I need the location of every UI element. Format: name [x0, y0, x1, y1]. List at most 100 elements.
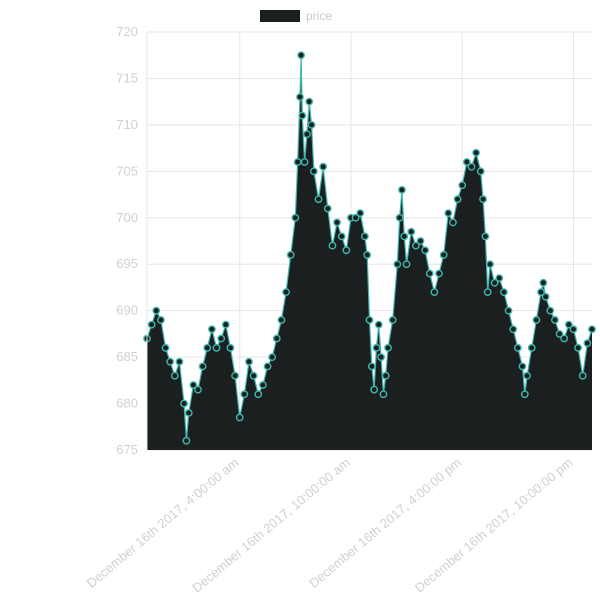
data-point-56[interactable] — [367, 362, 376, 371]
data-point-89[interactable] — [486, 260, 494, 269]
data-point-73[interactable] — [421, 246, 430, 255]
data-point-96[interactable] — [518, 362, 527, 371]
data-point-26[interactable] — [258, 381, 267, 389]
data-point-9[interactable] — [182, 436, 191, 445]
data-point-19[interactable] — [226, 343, 235, 352]
data-point-87[interactable] — [481, 232, 490, 241]
data-point-25[interactable] — [254, 390, 263, 399]
data-point-30[interactable] — [277, 316, 286, 324]
data-point-29[interactable] — [272, 334, 281, 343]
data-point-48[interactable] — [337, 232, 346, 241]
data-point-33[interactable] — [291, 213, 300, 222]
data-point-32[interactable] — [286, 251, 295, 259]
data-point-102[interactable] — [539, 278, 548, 287]
data-point-84[interactable] — [472, 148, 481, 157]
data-point-7[interactable] — [175, 357, 184, 366]
data-point-80[interactable] — [453, 195, 462, 204]
data-point-108[interactable] — [564, 320, 573, 329]
data-point-101[interactable] — [537, 288, 545, 296]
data-point-5[interactable] — [166, 357, 175, 366]
data-point-61[interactable] — [379, 390, 388, 399]
data-point-38[interactable] — [300, 158, 309, 166]
data-point-36[interactable] — [297, 51, 306, 60]
data-point-99[interactable] — [527, 343, 536, 352]
data-point-51[interactable] — [351, 213, 360, 222]
data-point-37[interactable] — [298, 111, 307, 120]
data-point-75[interactable] — [430, 288, 439, 296]
data-point-58[interactable] — [372, 343, 381, 352]
data-point-72[interactable] — [416, 237, 425, 245]
data-point-54[interactable] — [363, 251, 372, 259]
data-point-14[interactable] — [203, 343, 212, 352]
legend[interactable]: price — [260, 9, 332, 23]
data-point-67[interactable] — [398, 186, 406, 194]
data-point-13[interactable] — [198, 362, 207, 371]
data-point-94[interactable] — [509, 325, 518, 334]
data-point-12[interactable] — [194, 385, 202, 394]
data-point-88[interactable] — [483, 288, 492, 296]
data-point-92[interactable] — [500, 288, 508, 296]
data-point-18[interactable] — [221, 320, 230, 329]
data-point-55[interactable] — [365, 316, 374, 324]
data-point-93[interactable] — [504, 306, 513, 315]
data-point-91[interactable] — [495, 274, 504, 283]
data-point-40[interactable] — [305, 97, 314, 106]
data-point-71[interactable] — [411, 241, 420, 250]
data-point-63[interactable] — [384, 343, 392, 352]
data-point-59[interactable] — [374, 320, 383, 329]
data-point-3[interactable] — [157, 316, 165, 324]
data-point-34[interactable] — [293, 158, 302, 166]
data-point-85[interactable] — [476, 167, 485, 176]
data-point-39[interactable] — [303, 130, 311, 139]
data-point-11[interactable] — [189, 381, 198, 389]
data-point-70[interactable] — [407, 227, 416, 236]
data-point-105[interactable] — [551, 316, 559, 324]
data-point-43[interactable] — [314, 195, 323, 204]
data-point-44[interactable] — [319, 162, 328, 171]
data-point-60[interactable] — [377, 353, 385, 362]
data-point-1[interactable] — [147, 320, 156, 329]
data-point-6[interactable] — [170, 371, 179, 380]
data-point-65[interactable] — [393, 260, 402, 269]
data-point-69[interactable] — [402, 260, 411, 269]
data-point-112[interactable] — [583, 339, 592, 348]
data-point-74[interactable] — [425, 269, 434, 278]
data-point-2[interactable] — [152, 306, 161, 315]
data-point-109[interactable] — [569, 325, 578, 334]
data-point-104[interactable] — [546, 306, 555, 315]
data-point-81[interactable] — [458, 181, 467, 190]
data-point-79[interactable] — [449, 218, 457, 227]
data-point-27[interactable] — [263, 362, 272, 371]
data-point-98[interactable] — [523, 371, 531, 380]
data-point-53[interactable] — [360, 232, 369, 241]
data-point-68[interactable] — [400, 232, 409, 241]
data-point-107[interactable] — [560, 334, 569, 343]
data-point-41[interactable] — [307, 120, 316, 129]
data-point-83[interactable] — [467, 162, 476, 171]
data-point-64[interactable] — [388, 316, 397, 324]
data-point-95[interactable] — [513, 343, 522, 352]
data-point-113[interactable] — [588, 325, 596, 334]
data-point-35[interactable] — [296, 93, 304, 101]
data-point-110[interactable] — [574, 343, 582, 352]
data-point-57[interactable] — [370, 385, 379, 394]
data-point-52[interactable] — [356, 209, 365, 218]
data-point-17[interactable] — [217, 334, 226, 343]
legend-label-price[interactable]: price — [306, 9, 332, 23]
data-point-20[interactable] — [231, 371, 239, 380]
data-point-82[interactable] — [462, 158, 471, 166]
data-point-42[interactable] — [309, 167, 318, 176]
data-point-21[interactable] — [235, 413, 244, 422]
data-point-76[interactable] — [435, 269, 443, 278]
data-point-90[interactable] — [490, 278, 499, 287]
data-point-24[interactable] — [249, 371, 258, 380]
data-point-103[interactable] — [541, 292, 550, 301]
data-point-49[interactable] — [342, 246, 351, 255]
data-point-106[interactable] — [555, 329, 564, 338]
data-point-23[interactable] — [245, 357, 253, 366]
data-point-66[interactable] — [395, 213, 404, 222]
data-point-15[interactable] — [207, 325, 216, 334]
data-point-77[interactable] — [439, 251, 448, 259]
data-point-97[interactable] — [520, 390, 529, 399]
data-point-45[interactable] — [323, 204, 332, 213]
